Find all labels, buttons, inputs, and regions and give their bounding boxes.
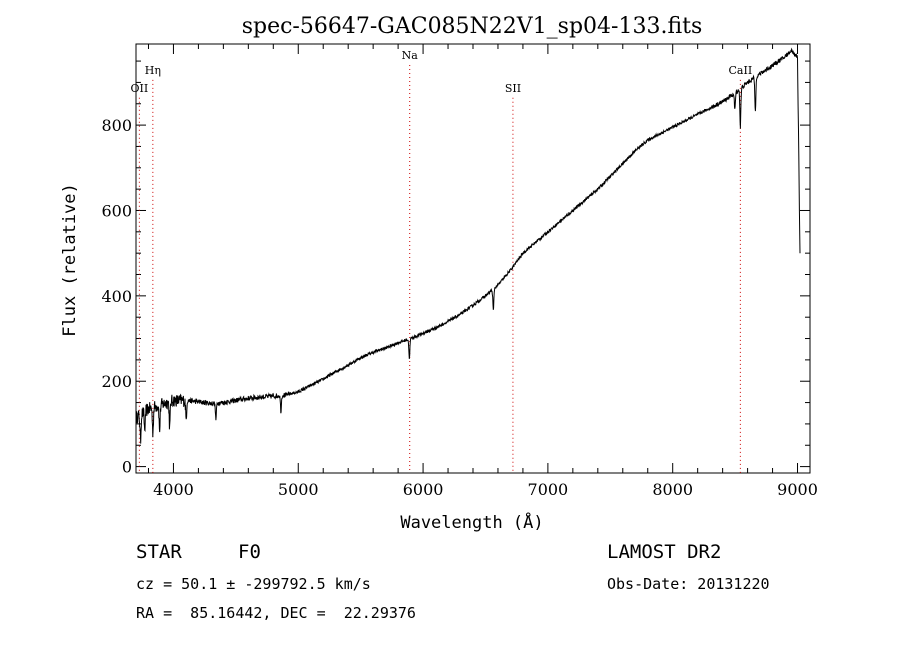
- x-tick-label: 8000: [652, 480, 693, 499]
- x-axis-label: Wavelength (Å): [400, 511, 543, 533]
- spectral-line-label: CaII: [729, 64, 753, 77]
- y-tick-label: 0: [122, 458, 132, 477]
- y-tick-label: 600: [101, 201, 132, 220]
- y-tick-label: 400: [101, 287, 132, 306]
- observation-date: Obs-Date: 20131220: [607, 575, 770, 593]
- spectral-line-label: Hη: [145, 64, 161, 77]
- x-tick-label: 4000: [153, 480, 194, 499]
- spectral-line-label: OII: [131, 82, 149, 95]
- x-tick-label: 7000: [528, 480, 569, 499]
- x-tick-label: 5000: [278, 480, 319, 499]
- x-tick-label: 9000: [777, 480, 818, 499]
- plot-frame: [135, 43, 811, 474]
- sky-coordinates: RA = 85.16442, DEC = 22.29376: [136, 604, 416, 622]
- y-tick-label: 800: [101, 116, 132, 135]
- velocity-readout: cz = 50.1 ± -299792.5 km/s: [136, 575, 371, 593]
- chart-title: spec-56647-GAC085N22V1_sp04-133.fits: [242, 14, 703, 39]
- spectrum-line: [135, 47, 801, 444]
- y-axis-label: Flux (relative): [60, 183, 80, 337]
- y-tick-label: 200: [101, 372, 132, 391]
- x-tick-label: 6000: [403, 480, 444, 499]
- spectral-line-label: Na: [402, 49, 419, 62]
- spectral-line-label: SII: [505, 82, 521, 95]
- survey-name: LAMOST DR2: [607, 541, 722, 563]
- object-class: STAR: [136, 541, 182, 563]
- spectral-subclass: F0: [238, 541, 261, 563]
